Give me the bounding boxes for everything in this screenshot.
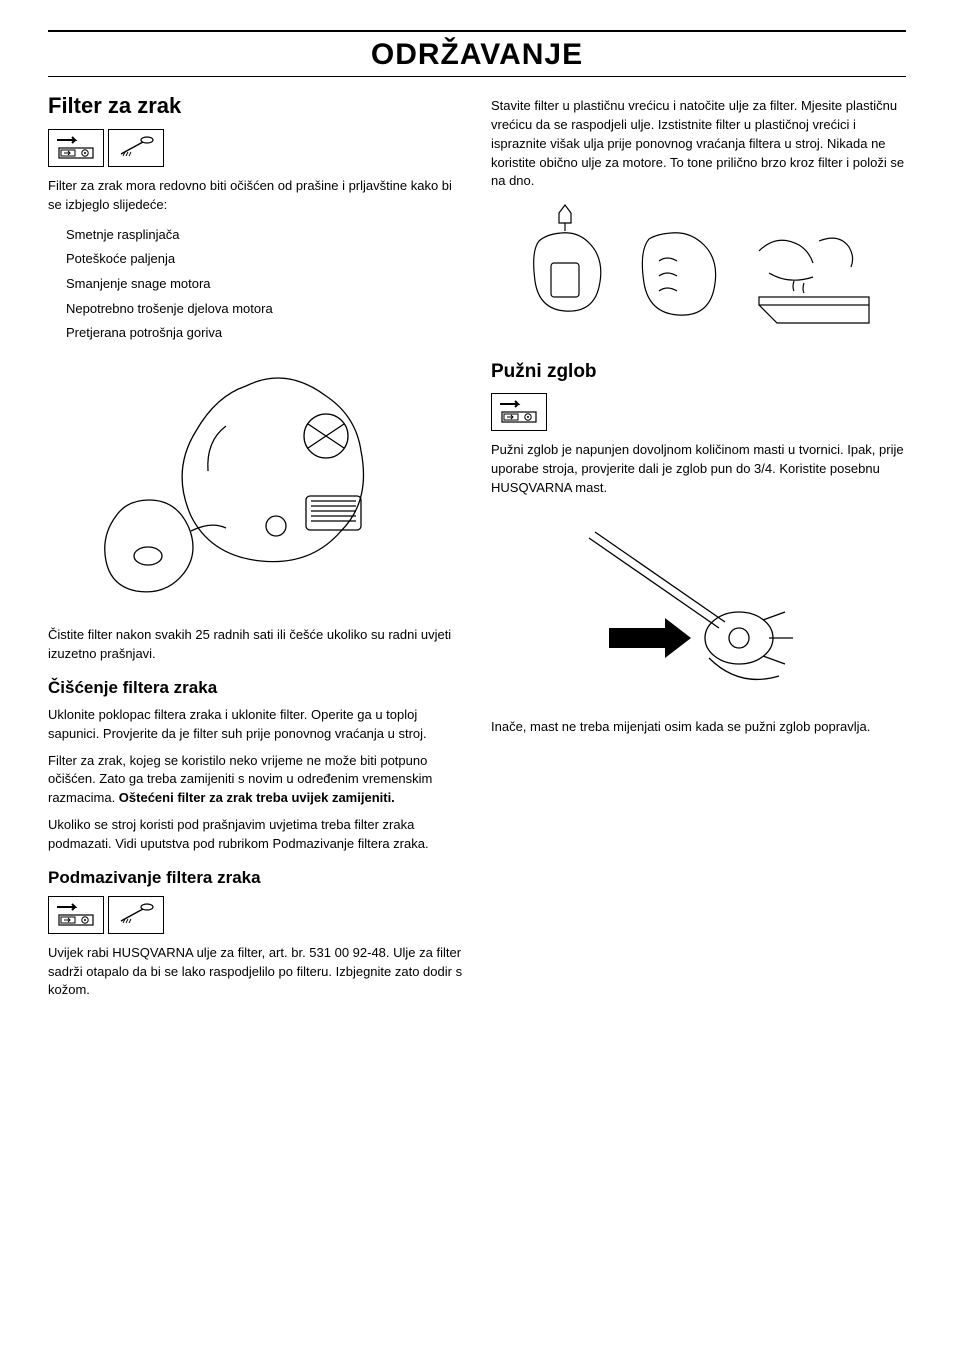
heading-cleaning: Čišćenje filtera zraka (48, 678, 463, 698)
switch-off-icon (491, 393, 547, 431)
two-column-layout: Filter za zrak Filter (48, 89, 906, 1008)
switch-off-icon (48, 896, 104, 934)
list-item: Pretjerana potrošnja goriva (66, 321, 463, 346)
icon-row-gear (491, 393, 906, 431)
icon-row-oiling (48, 896, 463, 934)
switch-off-icon (48, 129, 104, 167)
engine-filter-diagram (48, 356, 463, 616)
heading-air-filter: Filter za zrak (48, 93, 463, 119)
cleaning-p2: Filter za zrak, kojeg se koristilo neko … (48, 752, 463, 809)
list-item: Nepotrebno trošenje djelova motora (66, 297, 463, 322)
oiling-p2: Stavite filter u plastičnu vrećicu i nat… (491, 97, 906, 191)
right-column: Stavite filter u plastičnu vrećicu i nat… (491, 89, 906, 1008)
list-item: Smanjenje snage motora (66, 272, 463, 297)
cleaning-p3: Ukoliko se stroj koristi pod prašnjavim … (48, 816, 463, 854)
icon-row-air-filter (48, 129, 463, 167)
gear-p1: Pužni zglob je napunjen dovoljnom količi… (491, 441, 906, 498)
filter-oil-steps-diagram (491, 201, 906, 351)
gear-p2: Inače, mast ne treba mijenjati osim kada… (491, 718, 906, 737)
top-rule (48, 30, 906, 32)
air-filter-issues-list: Smetnje rasplinjača Poteškoće paljenja S… (48, 223, 463, 346)
oiling-p1: Uvijek rabi HUSQVARNA ulje za filter, ar… (48, 944, 463, 1001)
clean-interval-text: Čistite filter nakon svakih 25 radnih sa… (48, 626, 463, 664)
heading-oiling: Podmazivanje filtera zraka (48, 868, 463, 888)
bevel-gear-diagram (491, 508, 906, 708)
list-item: Smetnje rasplinjača (66, 223, 463, 248)
cleaning-p1: Uklonite poklopac filtera zraka i ukloni… (48, 706, 463, 744)
page-title: ODRŽAVANJE (48, 38, 906, 77)
heading-bevel-gear: Pužni zglob (491, 361, 906, 383)
brush-icon (108, 129, 164, 167)
cleaning-p2-bold: Oštećeni filter za zrak treba uvijek zam… (119, 790, 395, 805)
left-column: Filter za zrak Filter (48, 89, 463, 1008)
air-filter-intro: Filter za zrak mora redovno biti očišćen… (48, 177, 463, 215)
list-item: Poteškoće paljenja (66, 247, 463, 272)
brush-icon (108, 896, 164, 934)
